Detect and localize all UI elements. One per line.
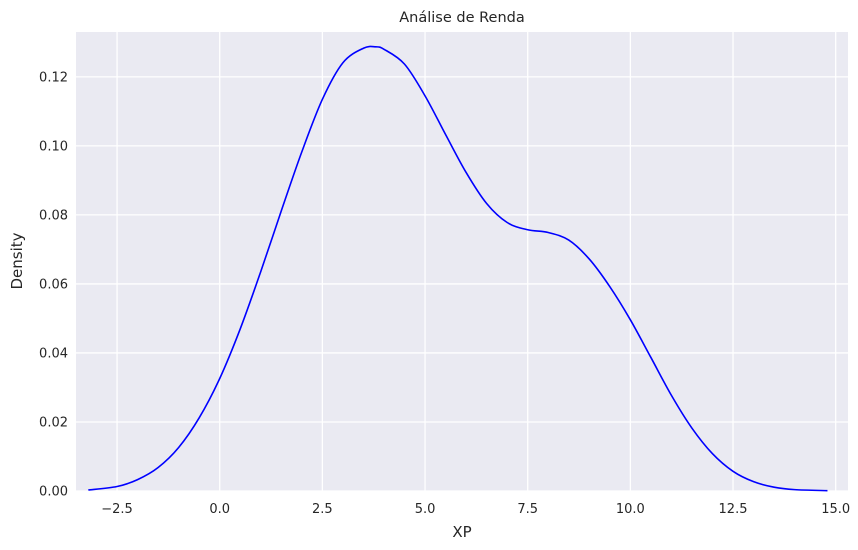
grid-lines bbox=[76, 32, 848, 492]
x-tick-label: 2.5 bbox=[312, 502, 333, 517]
x-axis-label: XP bbox=[452, 523, 471, 541]
y-tick-label: 0.10 bbox=[39, 139, 68, 154]
y-tick-label: 0.08 bbox=[39, 208, 68, 223]
x-tick-label: 7.5 bbox=[517, 502, 538, 517]
chart-title: Análise de Renda bbox=[399, 10, 525, 26]
y-tick-label: 0.02 bbox=[39, 415, 68, 430]
x-tick-label: 10.0 bbox=[616, 502, 645, 517]
y-tick-labels: 0.00 0.02 0.04 0.06 0.08 0.10 0.12 bbox=[39, 70, 68, 499]
plot-background bbox=[76, 32, 848, 491]
y-tick-label: 0.04 bbox=[39, 346, 68, 361]
x-tick-label: 0.0 bbox=[209, 502, 230, 517]
x-tick-labels: −2.5 0.0 2.5 5.0 7.5 10.0 12.5 15.0 bbox=[101, 502, 850, 517]
y-tick-label: 0.12 bbox=[39, 70, 68, 85]
density-curve bbox=[88, 45, 828, 492]
x-tick-label: 12.5 bbox=[719, 502, 748, 517]
x-tick-label: −2.5 bbox=[101, 502, 133, 517]
x-tick-label: 15.0 bbox=[821, 502, 850, 517]
y-tick-label: 0.06 bbox=[39, 277, 68, 292]
y-tick-label: 0.00 bbox=[39, 485, 68, 500]
x-tick-label: 5.0 bbox=[415, 502, 436, 517]
y-axis-label: Density bbox=[8, 232, 26, 289]
series-group bbox=[88, 45, 828, 492]
